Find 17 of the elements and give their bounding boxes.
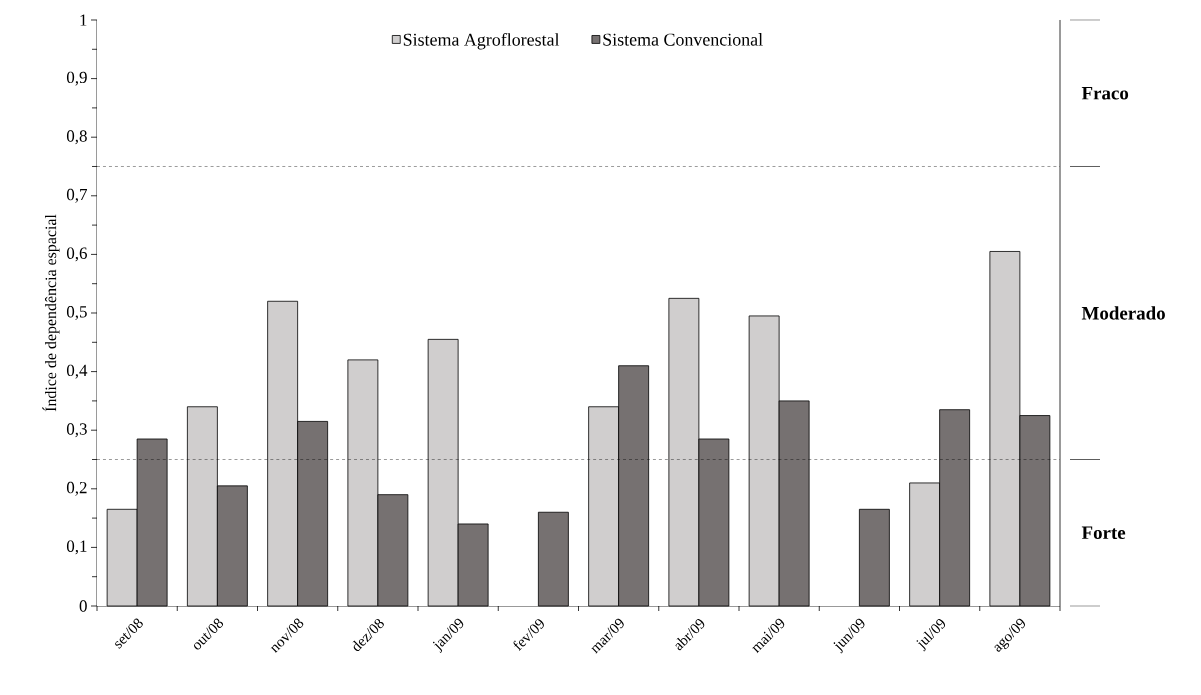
band-label: Moderado — [1081, 306, 1165, 320]
y-tick-label: 0,4 — [66, 364, 88, 379]
y-tick-label: 0,5 — [66, 306, 87, 320]
legend-label: Sistema Convencional — [603, 33, 763, 46]
legend-label: Sistema Agroflorestal — [403, 32, 560, 50]
y-axis-title: Índice de dependência espacial — [42, 214, 60, 412]
y-tick-label: 0,7 — [66, 188, 87, 203]
y-tick-label: 0,8 — [66, 130, 87, 145]
y-tick-label: 0,2 — [66, 481, 87, 496]
band-label: Forte — [1081, 526, 1126, 540]
y-tick-label: 0,6 — [66, 247, 87, 262]
y-tick-label: 0 — [79, 600, 87, 612]
y-tick-label: 0,1 — [66, 540, 87, 555]
y-tick-label: 0,3 — [66, 423, 87, 438]
band-label: Fraco — [1081, 86, 1129, 100]
y-tick-label: 1 — [80, 14, 87, 26]
y-tick-label: 0,9 — [66, 71, 87, 86]
